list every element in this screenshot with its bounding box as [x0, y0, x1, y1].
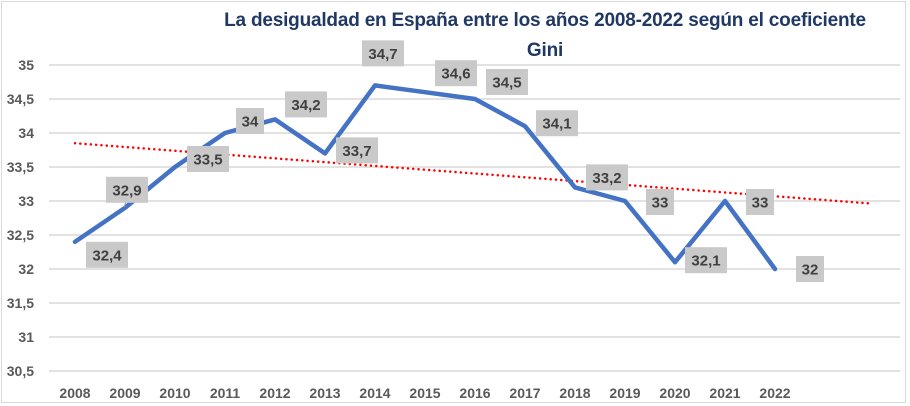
data-label: 33,2	[586, 164, 628, 191]
y-tick-label: 32	[18, 261, 34, 277]
data-label: 32,4	[86, 241, 128, 268]
data-label-text: 33,5	[193, 152, 222, 169]
y-tick-label: 33,5	[7, 159, 34, 175]
data-label: 32,1	[685, 247, 727, 274]
data-label: 34,1	[536, 110, 578, 137]
data-label: 34,2	[285, 91, 327, 118]
data-labels: 32,4 32,9 33,5 34 34,2 33,7 34,7 34,6 34,5 34,1 33…	[86, 40, 824, 282]
data-label-box	[285, 91, 327, 118]
data-label: 32	[796, 256, 824, 282]
data-label-text: 33,2	[592, 170, 621, 187]
x-tick-label: 2011	[210, 385, 241, 401]
data-label-text: 34,2	[291, 97, 320, 114]
data-label-box	[685, 247, 727, 274]
x-tick-label: 2016	[459, 385, 490, 401]
gridlines	[49, 64, 900, 372]
x-tick-label: 2009	[109, 385, 140, 401]
data-label-box	[536, 110, 578, 137]
data-label-box	[106, 176, 148, 203]
data-label: 34,5	[486, 69, 528, 95]
data-label: 32,9	[106, 176, 148, 203]
data-label-box	[336, 137, 378, 164]
data-label-box	[187, 146, 229, 172]
x-tick-label: 2008	[59, 385, 90, 401]
y-tick-label: 34	[18, 125, 34, 141]
data-label: 34	[236, 108, 264, 134]
data-label: 33	[646, 189, 674, 215]
data-label-text: 32,9	[112, 182, 141, 199]
x-tick-label: 2022	[759, 385, 790, 401]
data-label-box	[796, 256, 824, 282]
data-label: 33,7	[336, 137, 378, 164]
x-tick-label: 2015	[409, 385, 440, 401]
data-label-box	[746, 189, 774, 215]
y-axis-ticks: 35 34,5 34 33,5 33 32,5 32 31,5 31 30,5	[7, 57, 34, 379]
data-label-text: 33	[752, 195, 769, 212]
data-label-text: 34,5	[492, 75, 521, 92]
y-tick-label: 30,5	[7, 363, 34, 379]
series-line-gini	[72, 83, 778, 272]
data-label: 34,7	[362, 40, 404, 67]
data-label-text: 33	[652, 195, 669, 212]
y-tick-label: 31	[18, 329, 34, 345]
x-tick-label: 2021	[709, 385, 740, 401]
x-tick-label: 2013	[309, 385, 340, 401]
x-tick-label: 2012	[259, 385, 290, 401]
x-tick-label: 2019	[609, 385, 640, 401]
data-label-box	[362, 40, 404, 67]
data-label-text: 32	[802, 262, 819, 279]
data-label-text: 32,4	[92, 247, 122, 264]
x-tick-label: 2018	[559, 385, 590, 401]
data-label-text: 34,6	[441, 66, 470, 83]
data-label-text: 32,1	[691, 253, 720, 270]
y-tick-label: 32,5	[7, 227, 34, 243]
data-label-text: 34,1	[542, 116, 571, 133]
y-tick-label: 35	[18, 57, 34, 73]
chart-title-line-2: Gini	[526, 40, 564, 61]
data-label: 33	[746, 189, 774, 215]
data-label-box	[646, 189, 674, 215]
x-tick-label: 2020	[659, 385, 690, 401]
series-layer	[72, 83, 778, 272]
data-label-box	[486, 69, 528, 95]
data-label-text: 33,7	[342, 143, 371, 160]
data-label-box	[435, 60, 477, 87]
data-label-box	[236, 108, 264, 134]
x-tick-label: 2010	[159, 385, 190, 401]
chart-title-line-1: La desigualdad en España entre los años …	[224, 10, 866, 31]
x-tick-label: 2017	[509, 385, 540, 401]
chart-title: La desigualdad en España entre los años …	[180, 6, 910, 66]
data-label-text: 34	[242, 114, 259, 131]
x-tick-label: 2014	[359, 385, 390, 401]
data-label: 33,5	[187, 146, 229, 172]
y-tick-label: 31,5	[7, 295, 34, 311]
data-label-box	[586, 164, 628, 191]
y-tick-label: 33	[18, 193, 34, 209]
data-label: 34,6	[435, 60, 477, 87]
x-axis-ticks: 2008 2009 2010 2011 2012 2013 2014 2015 2016 2017…	[59, 385, 790, 401]
data-label-box	[86, 241, 128, 268]
y-tick-label: 34,5	[7, 91, 34, 107]
data-label-text: 34,7	[368, 46, 397, 63]
